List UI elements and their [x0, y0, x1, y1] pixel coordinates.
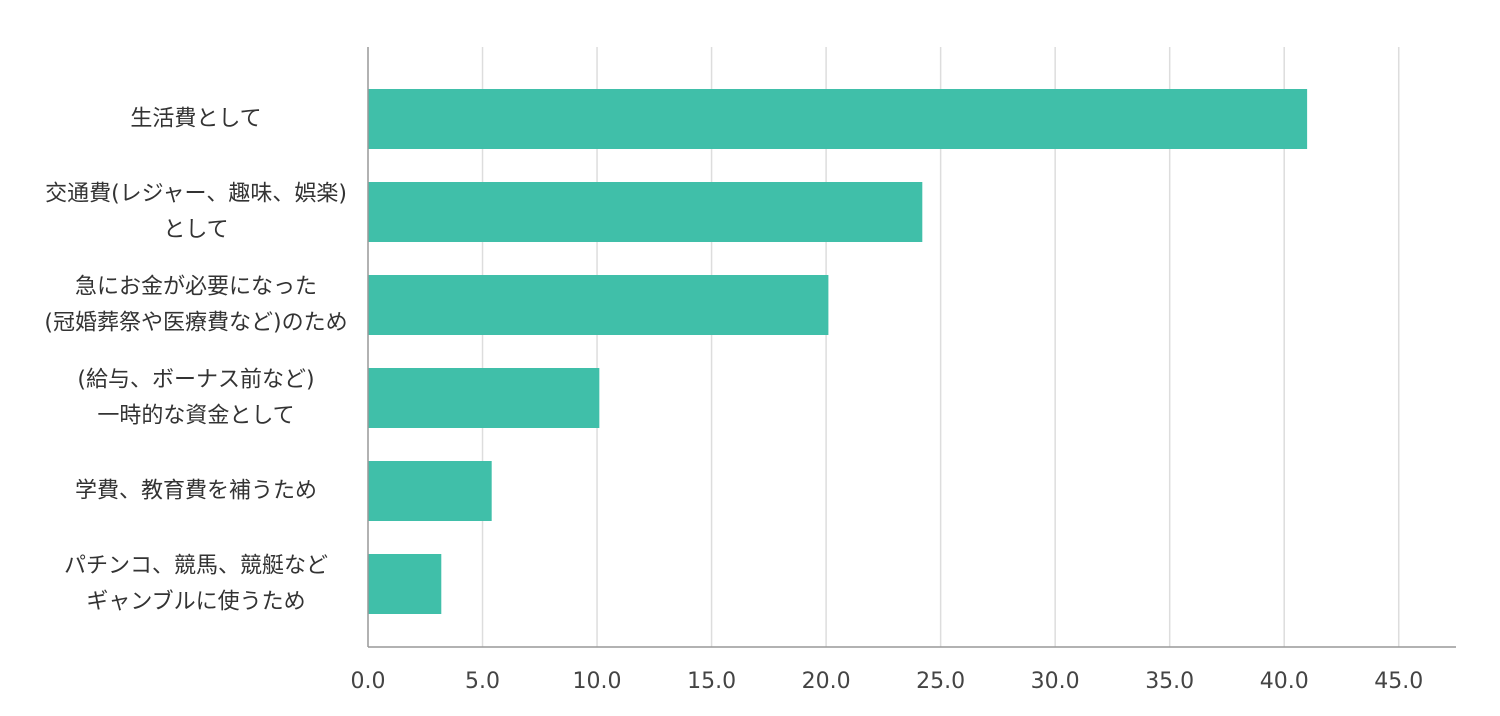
- bar: [368, 368, 600, 428]
- bar: [368, 182, 923, 242]
- x-tick-label: 45.0: [1374, 669, 1423, 694]
- bar: [368, 461, 492, 521]
- bars: [368, 89, 1308, 614]
- category-label: パチンコ、競馬、競艇など: [64, 554, 328, 579]
- bar: [368, 275, 829, 335]
- bar: [368, 554, 442, 614]
- category-label: (給与、ボーナス前など): [77, 368, 314, 393]
- category-label: として: [163, 218, 228, 243]
- x-tick-label: 35.0: [1145, 669, 1194, 694]
- x-tick-label: 10.0: [573, 669, 622, 694]
- category-label: 一時的な資金として: [97, 404, 294, 429]
- x-tick-label: 0.0: [351, 669, 386, 694]
- x-tick-label: 20.0: [802, 669, 851, 694]
- axes: [367, 47, 1456, 648]
- category-label: 生活費として: [130, 107, 261, 132]
- bar: [368, 89, 1308, 149]
- x-tick-label: 15.0: [687, 669, 736, 694]
- x-tick-label: 40.0: [1260, 669, 1309, 694]
- category-label: 急にお金が必要になった: [75, 275, 317, 300]
- x-tick-label: 5.0: [465, 669, 500, 694]
- category-label: ギャンブルに使うため: [86, 590, 305, 615]
- category-label: (冠婚葬祭や医療費など)のため: [44, 311, 347, 336]
- x-tick-label: 30.0: [1031, 669, 1080, 694]
- x-tick-labels: 0.0 5.0 10.0 15.0 20.0 25.0 30.0 35.0 40.0 45.0: [351, 669, 1424, 694]
- x-tick-label: 25.0: [916, 669, 965, 694]
- category-label: 交通費(レジャー、趣味、娯楽): [45, 182, 347, 207]
- category-label: 学費、教育費を補うため: [75, 479, 317, 504]
